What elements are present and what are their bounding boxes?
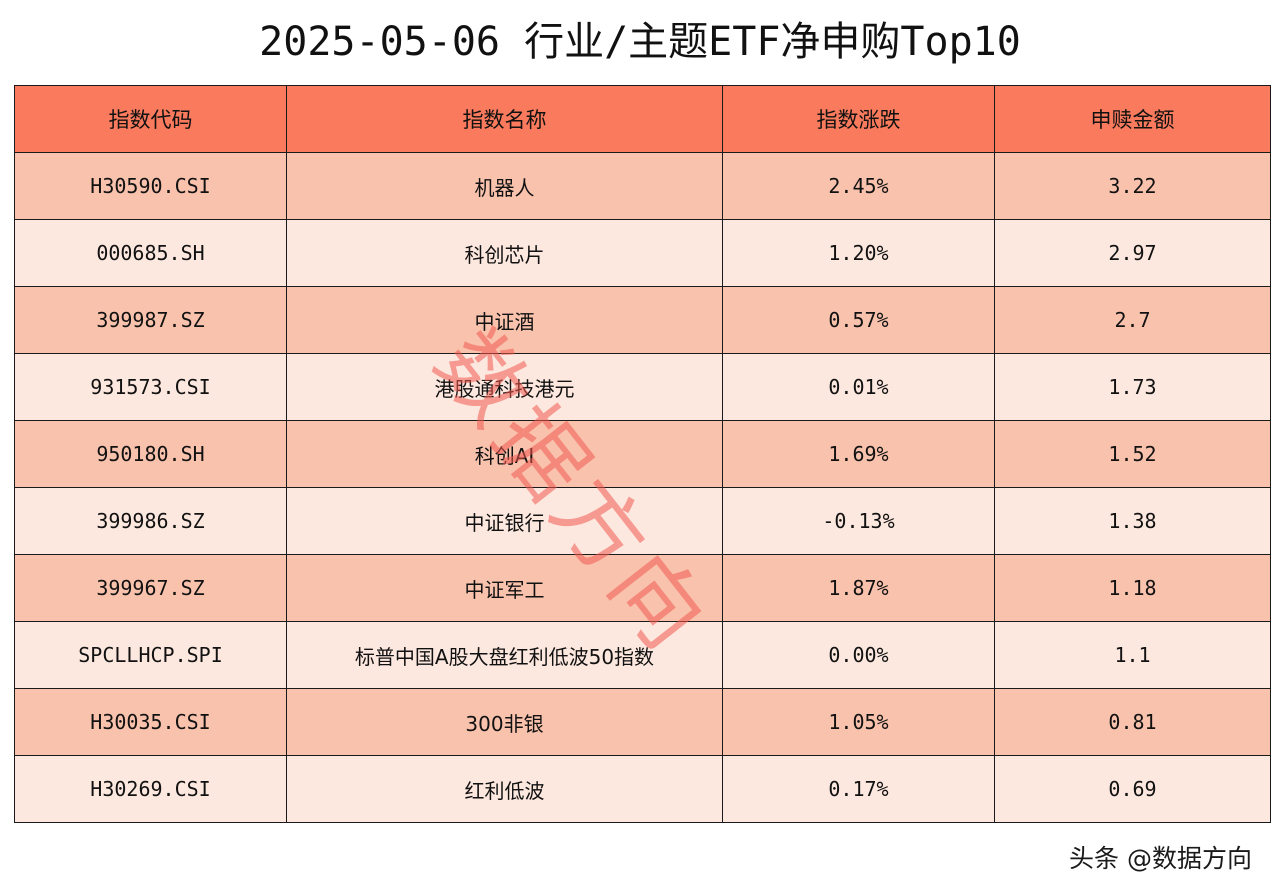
cell-change: 2.45% <box>722 152 995 220</box>
cell-code: 399987.SZ <box>14 286 287 354</box>
cell-code: 931573.CSI <box>14 353 287 421</box>
cell-name: 中证酒 <box>286 286 723 354</box>
cell-amount: 1.1 <box>994 621 1271 689</box>
cell-amount: 2.7 <box>994 286 1271 354</box>
cell-code: H30269.CSI <box>14 755 287 823</box>
table-row: H30035.CSI 300非银 1.05% 0.81 <box>14 688 1271 756</box>
cell-change: 1.05% <box>722 688 995 756</box>
cell-change: 0.17% <box>722 755 995 823</box>
cell-amount: 1.52 <box>994 420 1271 488</box>
cell-code: 950180.SH <box>14 420 287 488</box>
cell-change: 0.00% <box>722 621 995 689</box>
cell-name: 标普中国A股大盘红利低波50指数 <box>286 621 723 689</box>
cell-code: H30035.CSI <box>14 688 287 756</box>
table-row: SPCLLHCP.SPI 标普中国A股大盘红利低波50指数 0.00% 1.1 <box>14 621 1271 689</box>
table-row: 399987.SZ 中证酒 0.57% 2.7 <box>14 286 1271 354</box>
cell-change: 0.57% <box>722 286 995 354</box>
cell-amount: 1.18 <box>994 554 1271 622</box>
table-row: 399967.SZ 中证军工 1.87% 1.18 <box>14 554 1271 622</box>
cell-name: 300非银 <box>286 688 723 756</box>
table-row: 950180.SH 科创AI 1.69% 1.52 <box>14 420 1271 488</box>
cell-amount: 3.22 <box>994 152 1271 220</box>
cell-name: 港股通科技港元 <box>286 353 723 421</box>
table-row: 931573.CSI 港股通科技港元 0.01% 1.73 <box>14 353 1271 421</box>
cell-name: 中证银行 <box>286 487 723 555</box>
source-credit: 头条 @数据方向 <box>1069 844 1252 873</box>
table-row: H30269.CSI 红利低波 0.17% 0.69 <box>14 755 1271 823</box>
cell-change: 1.69% <box>722 420 995 488</box>
column-header-change: 指数涨跌 <box>722 85 995 153</box>
column-header-code: 指数代码 <box>14 85 287 153</box>
cell-change: 1.87% <box>722 554 995 622</box>
column-header-amount: 申赎金额 <box>994 85 1271 153</box>
cell-amount: 2.97 <box>994 219 1271 287</box>
cell-code: H30590.CSI <box>14 152 287 220</box>
cell-change: 0.01% <box>722 353 995 421</box>
cell-name: 中证军工 <box>286 554 723 622</box>
column-header-name: 指数名称 <box>286 85 723 153</box>
cell-name: 机器人 <box>286 152 723 220</box>
table-header-row: 指数代码 指数名称 指数涨跌 申赎金额 <box>14 85 1271 153</box>
cell-code: 399986.SZ <box>14 487 287 555</box>
cell-name: 红利低波 <box>286 755 723 823</box>
table-row: 399986.SZ 中证银行 -0.13% 1.38 <box>14 487 1271 555</box>
cell-name: 科创芯片 <box>286 219 723 287</box>
etf-table: 指数代码 指数名称 指数涨跌 申赎金额 H30590.CSI 机器人 2.45%… <box>14 85 1271 823</box>
cell-amount: 1.38 <box>994 487 1271 555</box>
cell-change: 1.20% <box>722 219 995 287</box>
page-title: 2025-05-06 行业/主题ETF净申购Top10 <box>259 19 1021 65</box>
cell-amount: 1.73 <box>994 353 1271 421</box>
cell-name: 科创AI <box>286 420 723 488</box>
cell-change: -0.13% <box>722 487 995 555</box>
table-row: 000685.SH 科创芯片 1.20% 2.97 <box>14 219 1271 287</box>
table-row: H30590.CSI 机器人 2.45% 3.22 <box>14 152 1271 220</box>
cell-code: 399967.SZ <box>14 554 287 622</box>
cell-code: 000685.SH <box>14 219 287 287</box>
cell-code: SPCLLHCP.SPI <box>14 621 287 689</box>
cell-amount: 0.69 <box>994 755 1271 823</box>
cell-amount: 0.81 <box>994 688 1271 756</box>
